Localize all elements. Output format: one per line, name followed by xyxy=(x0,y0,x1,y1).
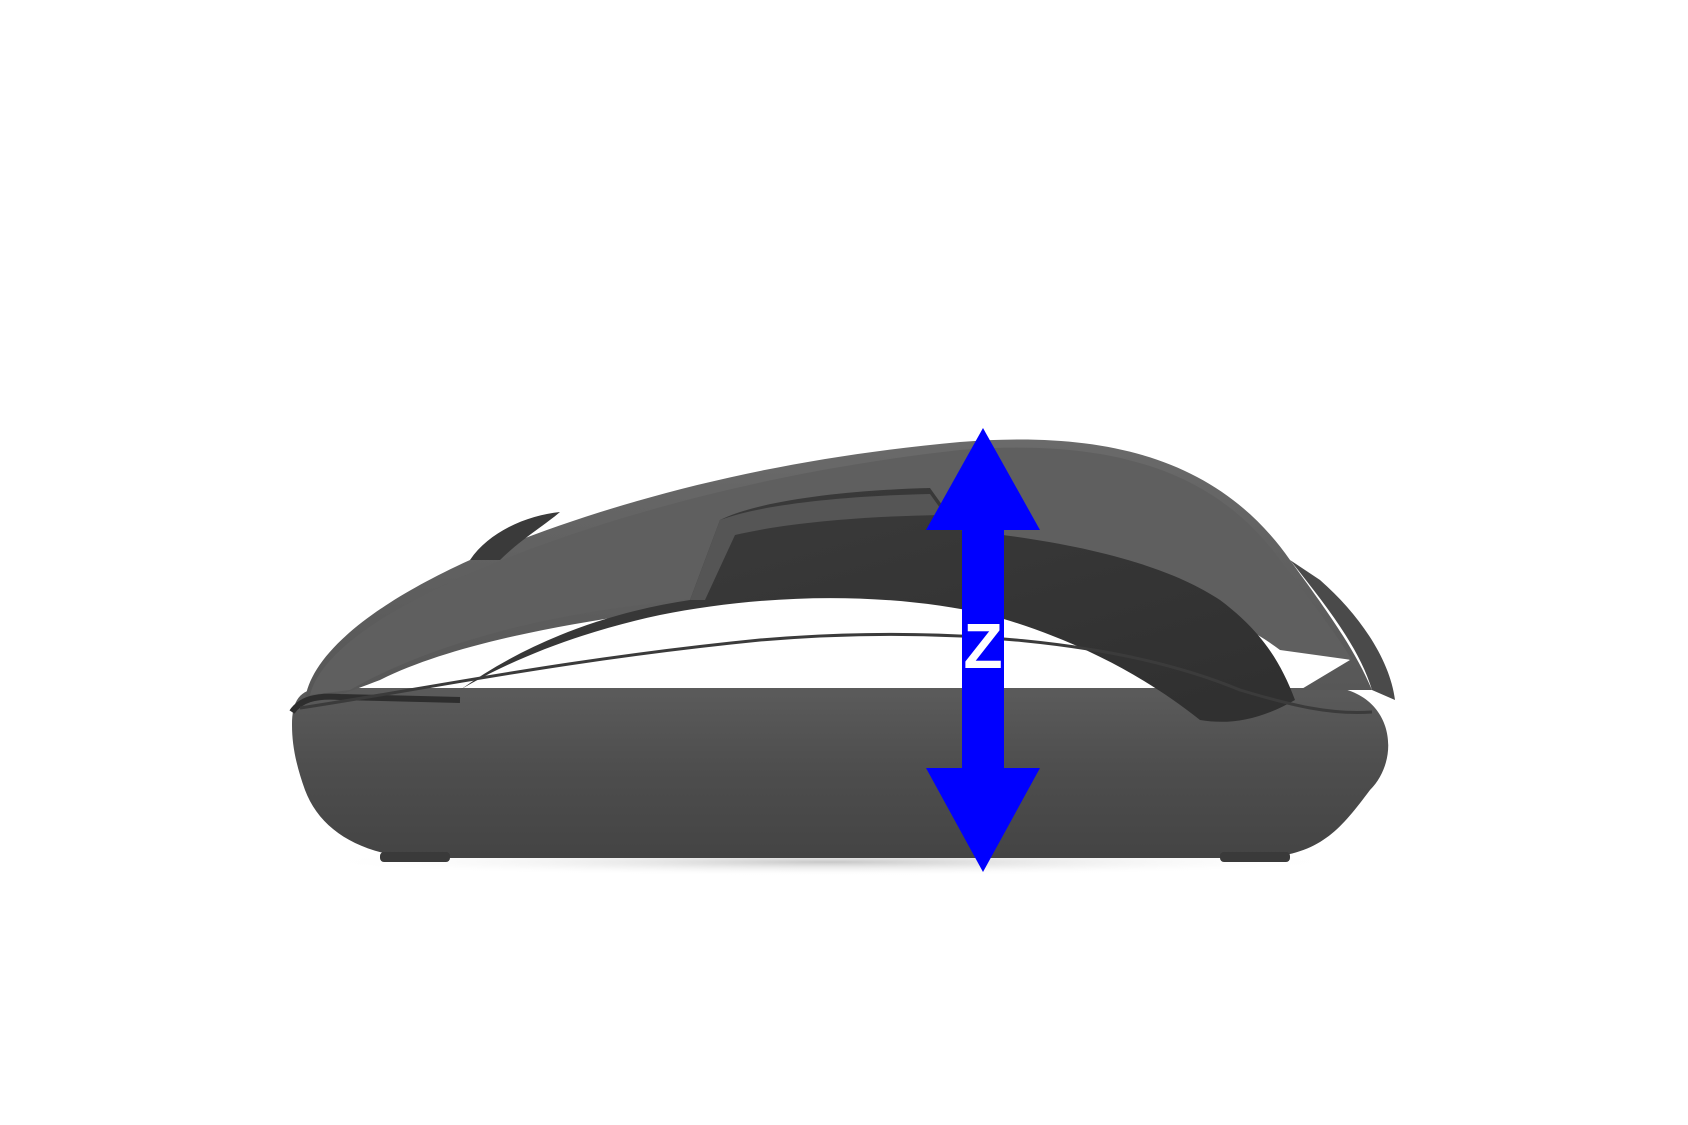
z-axis-label: Z xyxy=(963,610,1002,682)
mouse-foot-front xyxy=(380,852,450,862)
mouse-foot-rear xyxy=(1220,852,1290,862)
